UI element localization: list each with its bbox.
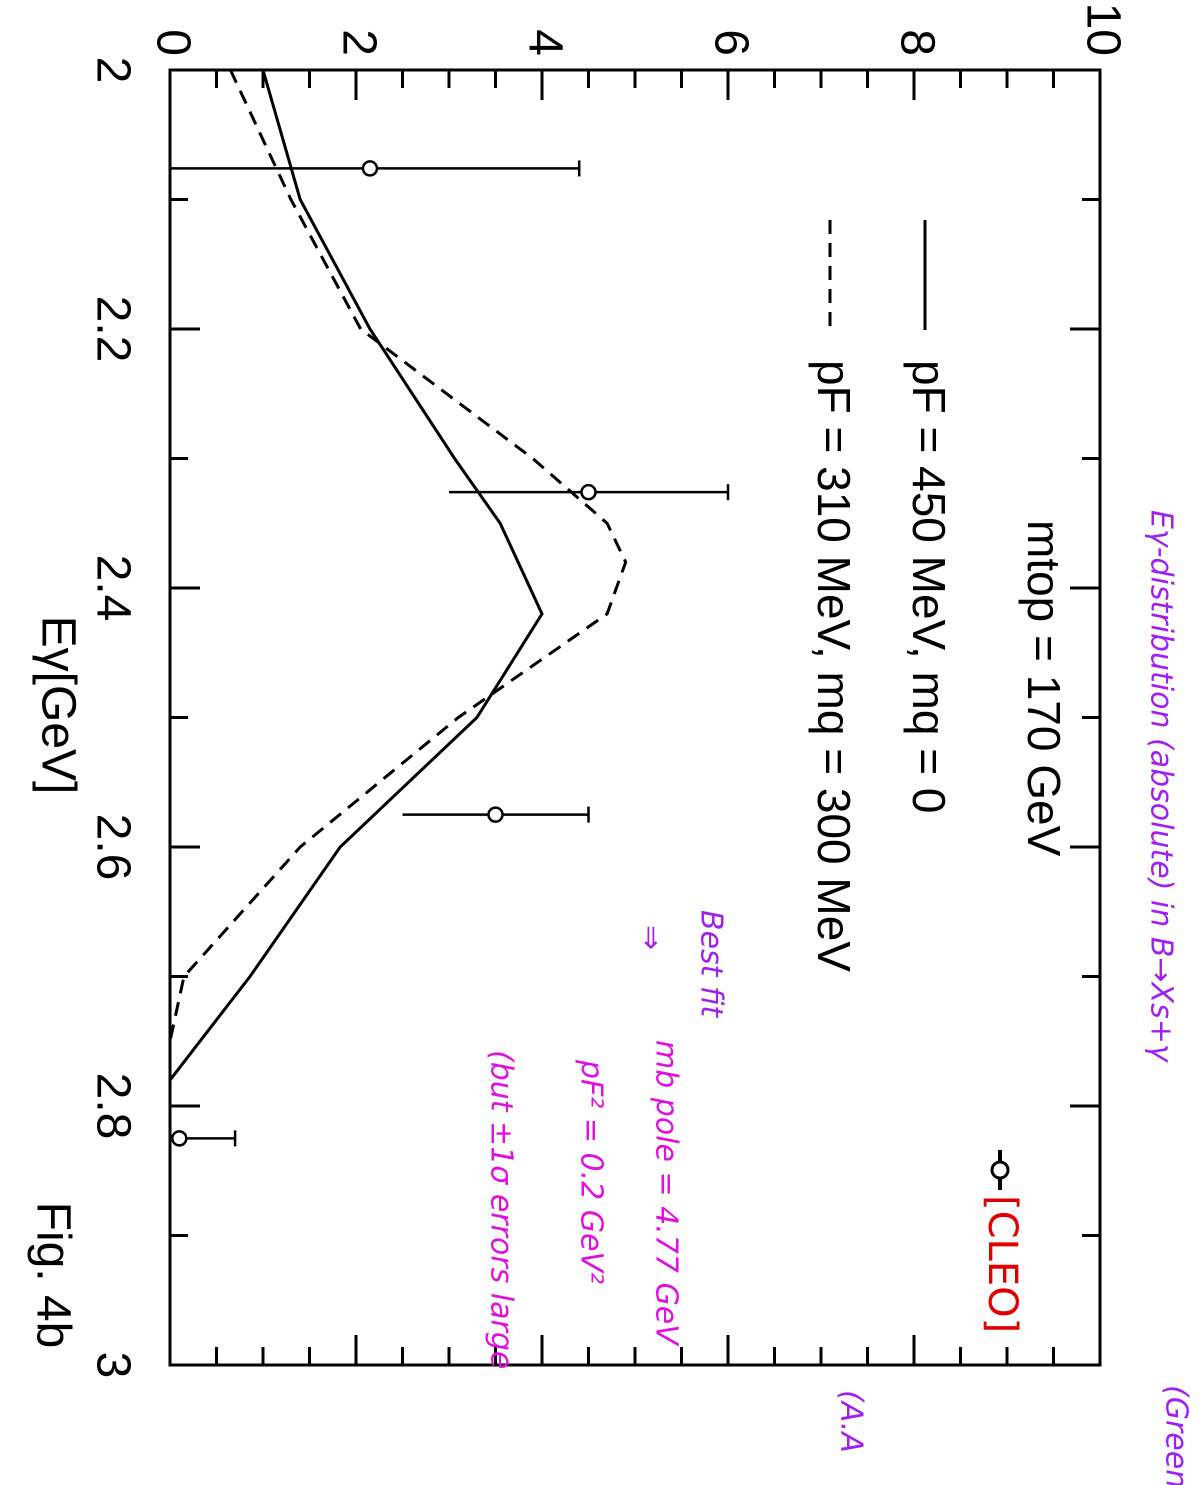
annotation: (A.A [834, 1390, 869, 1453]
annotation: (Green [1159, 1385, 1194, 1485]
data-point [487, 806, 504, 823]
y-tick-label: 0 [146, 29, 199, 56]
x-tick-label: 3 [86, 1352, 139, 1379]
curve [168, 69, 628, 1042]
legend-label: pF = 310 MeV, mq = 300 MeV [808, 360, 860, 972]
figure-label: Fig. 4b [26, 1202, 79, 1349]
legend-marker [990, 1160, 1010, 1180]
y-tick-label: 10 [1076, 3, 1129, 56]
curve [168, 69, 544, 1082]
plot-frame [168, 68, 1102, 1367]
x-tick-label: 2 [86, 57, 139, 84]
x-tick-label: 2.2 [86, 296, 139, 363]
legend-header: mtop = 170 GeV [1018, 520, 1070, 857]
annotation: pF² = 0.2 GeV² [574, 1059, 609, 1284]
annotation: Eγ-distribution (absolute) in B→Xs+γ [1144, 510, 1179, 1064]
x-axis-label: Eγ[GeV] [31, 616, 84, 795]
y-tick-label: 4 [518, 29, 571, 56]
legend-label: [CLEO] [979, 1195, 1025, 1333]
annotation: (but ±1σ errors large [484, 1050, 519, 1369]
legend-label: pF = 450 MeV, mq = 0 [903, 360, 955, 813]
x-tick-label: 2.6 [86, 814, 139, 881]
annotation: mb pole = 4.77 GeV [649, 1040, 684, 1347]
data-point [361, 160, 379, 177]
annotation: ⇒ [634, 925, 669, 950]
data-point [580, 483, 597, 501]
y-tick-label: 6 [704, 29, 757, 56]
x-tick-label: 2.8 [86, 1073, 139, 1140]
y-tick-label: 2 [332, 29, 385, 56]
data-point [171, 1130, 188, 1147]
annotation: Best fit [694, 910, 729, 1018]
y-tick-label: 8 [890, 29, 943, 56]
x-tick-label: 2.4 [86, 555, 139, 622]
